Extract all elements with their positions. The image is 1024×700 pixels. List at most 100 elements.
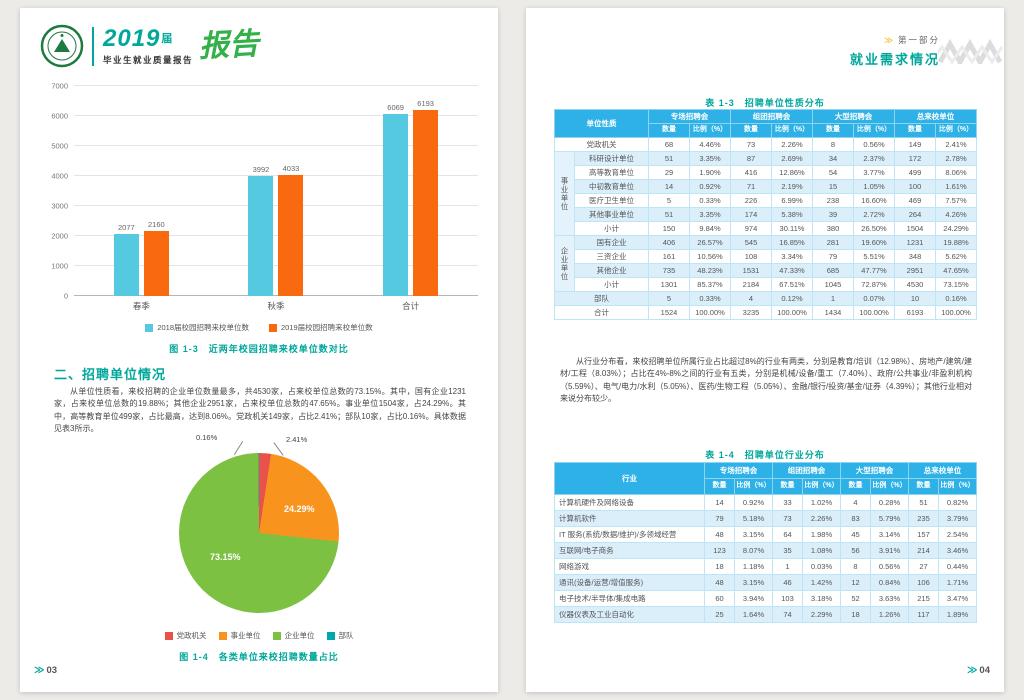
table-cell: 47.65% — [935, 263, 977, 278]
table-cell: 18 — [840, 606, 871, 623]
bar-合计: 6069 — [383, 103, 409, 296]
body-paragraph-right: 从行业分布看，来校招聘单位所属行业占比超过8%的行业有两类，分别是教育/培训（1… — [560, 357, 972, 404]
table-cell: 16.85% — [771, 235, 813, 250]
table-row: 计算机软件 79 5.18% 73 2.26% 83 5.79% 235 3.79% — [554, 510, 977, 527]
table-cell: 174 — [730, 207, 772, 222]
table-header: 行业 专场招聘会 组团招聘会 大型招聘会 总来校单位 数量 比例（%） 数量 比例（%） 数量 比例… — [554, 462, 977, 495]
table-cell: 157 — [908, 526, 939, 543]
table-row: 其他事业单位 51 3.35% 174 5.38% 39 2.72% 264 4.26% — [555, 207, 977, 222]
table-cell: 0.56% — [870, 558, 909, 575]
table-cell: 14 — [704, 494, 735, 511]
page-number-left: ≫ 03 — [34, 665, 57, 676]
row-label: 计算机硬件及网络设备 — [554, 494, 705, 511]
report-script-title: 报告 — [198, 27, 260, 64]
pie-chart-legend: 党政机关 事业单位 企业单位 部队 — [20, 630, 498, 641]
table-cell: 2.54% — [938, 526, 977, 543]
table-cell: 56 — [840, 542, 871, 559]
table-cell: 67.51% — [771, 277, 813, 292]
table-cell: 72.87% — [853, 277, 895, 292]
legend-label: 企业单位 — [284, 631, 315, 640]
bar-value-label: 6193 — [417, 99, 434, 109]
table-header: 单位性质 专场招聘会 组团招聘会 大型招聘会 总来校单位 数量 比例（%） 数量 比例（%） 数量… — [554, 109, 977, 138]
table-cell: 2.26% — [802, 510, 841, 527]
table-cell: 123 — [704, 542, 735, 559]
row-label: 中初教育单位 — [574, 179, 649, 194]
table-cell: 2.29% — [802, 606, 841, 623]
table-cell: 0.56% — [853, 137, 895, 152]
table-cell: 26.57% — [689, 235, 731, 250]
table-body: 党政机关 68 4.46% 73 2.26% 8 0.56% 149 2.41% 事业单位 科研设计… — [554, 137, 977, 320]
chevron-accent-icon: ≫ — [884, 35, 895, 45]
table-row: 互联网/电子商务 123 8.07% 35 1.08% 56 3.91% 214 3.46% — [554, 542, 977, 559]
table-cell: 4 — [730, 291, 772, 306]
table-cell: 71 — [730, 179, 772, 194]
table-cell: 79 — [812, 249, 854, 264]
table-cell: 235 — [908, 510, 939, 527]
table-cell: 406 — [648, 235, 690, 250]
sub-column-header: 数量 — [908, 478, 939, 495]
table-cell: 3.15% — [734, 526, 773, 543]
table-cell: 1.26% — [870, 606, 909, 623]
table-cell: 2951 — [894, 263, 936, 278]
table-cell: 469 — [894, 193, 936, 208]
legend-item: 党政机关 — [164, 630, 207, 641]
table-cell: 1.61% — [935, 179, 977, 194]
table-cell: 1434 — [812, 305, 854, 320]
table-cell: 348 — [894, 249, 936, 264]
table-cell: 1045 — [812, 277, 854, 292]
table-cell: 24.29% — [935, 221, 977, 236]
table-cell: 6193 — [894, 305, 936, 320]
part-label-text: 第一部分 — [897, 35, 940, 45]
row-label: 三资企业 — [574, 249, 649, 264]
table-cell: 35 — [772, 542, 803, 559]
pie-chart-area: 0.16% 2.41% 24.29% 73.15% — [174, 433, 344, 618]
table-cell: 51 — [648, 151, 690, 166]
bar-group-春季: 2077 2160 春季 — [113, 86, 169, 311]
table-cell: 9.84% — [689, 221, 731, 236]
table-cell: 19.88% — [935, 235, 977, 250]
gridline — [74, 115, 478, 116]
sub-column-header: 数量 — [812, 123, 854, 138]
table-cell: 6.99% — [771, 193, 813, 208]
legend-item: 部队 — [326, 630, 354, 641]
y-tick-label: 6000 — [51, 111, 68, 121]
table-cell: 499 — [894, 165, 936, 180]
x-tick-label: 合计 — [402, 301, 420, 311]
sub-column-header: 比例（%） — [870, 478, 909, 495]
row-label: 互联网/电子商务 — [554, 542, 705, 559]
table-cell: 3235 — [730, 305, 772, 320]
chevron-icon: ≫ — [966, 665, 978, 676]
row-label: 高等教育单位 — [574, 165, 649, 180]
table-cell: 685 — [812, 263, 854, 278]
gridline — [74, 175, 478, 176]
row-label: 其他事业单位 — [574, 207, 649, 222]
x-tick-label: 秋季 — [267, 301, 285, 311]
table-cell: 8 — [812, 137, 854, 152]
page-number-right: ≫ 04 — [967, 665, 990, 676]
table-cell: 19.60% — [853, 235, 895, 250]
report-brand-header: 2019届 毕业生就业质量报告 报告 — [40, 24, 260, 68]
table-row: 党政机关 68 4.46% 73 2.26% 8 0.56% 149 2.41% — [554, 137, 977, 152]
sub-column-header: 数量 — [648, 123, 690, 138]
table-cell: 51 — [648, 207, 690, 222]
table-row: 通讯(设备/运营/增值服务) 48 3.15% 46 1.42% 12 0.84% 106 1.… — [554, 574, 977, 591]
bar-value-label: 2160 — [147, 220, 165, 230]
page-number-text: 04 — [979, 665, 990, 676]
x-tick-label: 春季 — [132, 301, 150, 311]
table-row: 三资企业 161 10.56% 108 3.34% 79 5.51% 348 5.62% — [555, 249, 977, 264]
table-cell: 0.28% — [870, 494, 909, 511]
table-row: 其他企业 735 48.23% 1531 47.33% 685 47.77% 2951 47.6… — [555, 263, 977, 278]
table-cell: 1231 — [894, 235, 936, 250]
table-cell: 214 — [908, 542, 939, 559]
legend-item: 事业单位 — [218, 630, 261, 641]
table-cell: 0.82% — [938, 494, 977, 511]
table-cell: 0.12% — [771, 291, 813, 306]
table-cell: 2.37% — [853, 151, 895, 166]
table-cell: 1524 — [648, 305, 690, 320]
pie-label-institutions: 24.29% — [284, 504, 315, 514]
y-tick-label: 0 — [63, 291, 68, 301]
table-cell: 2.72% — [853, 207, 895, 222]
table-cell: 5.51% — [853, 249, 895, 264]
table-cell: 12 — [840, 574, 871, 591]
report-subtitle: 毕业生就业质量报告 — [103, 54, 194, 65]
